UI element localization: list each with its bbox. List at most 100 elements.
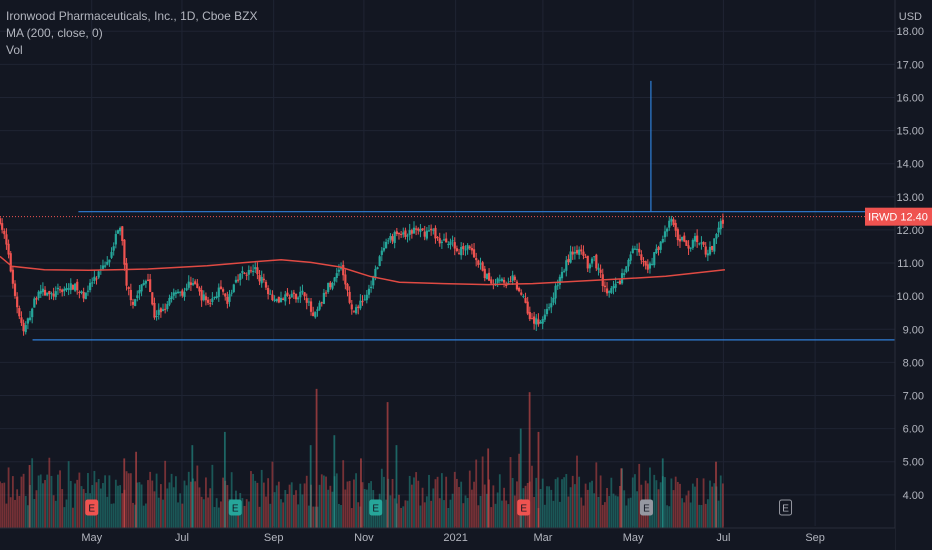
candle-body xyxy=(84,292,87,300)
volume-bar xyxy=(198,487,201,534)
volume-bar xyxy=(7,467,10,534)
candle-body xyxy=(50,293,53,295)
candle-body xyxy=(385,241,388,249)
candle-body xyxy=(530,318,534,320)
candle-body xyxy=(69,283,72,291)
volume-bar xyxy=(357,502,360,534)
candle-body xyxy=(213,296,216,298)
last-price-background xyxy=(865,207,932,226)
time-axis-background xyxy=(0,528,895,550)
price-axis[interactable]: USD 18.00 17.00 16.00 15.00 14.00 13.00 12.00 11… xyxy=(894,0,932,550)
candle-body xyxy=(342,264,345,276)
candle-body xyxy=(93,276,96,281)
volume-bar xyxy=(597,496,600,534)
volume-bar xyxy=(194,481,197,534)
legend-title[interactable]: Ironwood Pharmaceuticals, Inc., 1D, Cboe… xyxy=(6,9,258,23)
volume-bar xyxy=(166,488,169,534)
volume-bar xyxy=(202,499,205,534)
candle-body xyxy=(327,282,330,293)
volume-bar xyxy=(265,496,267,534)
candle-body xyxy=(329,282,332,288)
volume-bar xyxy=(117,485,119,534)
volume-bar xyxy=(99,488,102,534)
volume-bar xyxy=(307,505,310,534)
legend-vol[interactable]: Vol xyxy=(6,43,23,57)
volume-bar xyxy=(305,475,308,534)
volume-bar xyxy=(634,474,636,534)
candle-body xyxy=(537,319,540,325)
candle-body xyxy=(114,234,117,245)
volume-bar xyxy=(425,496,428,534)
volume-bar xyxy=(5,503,8,534)
volume-bar xyxy=(295,490,297,534)
volume-bar xyxy=(541,478,544,534)
candle-body xyxy=(442,239,446,241)
candle-body xyxy=(260,276,263,284)
volume-bar xyxy=(494,503,497,534)
candle-body xyxy=(22,322,25,332)
volume-bar xyxy=(507,504,510,534)
volume-bar xyxy=(679,483,681,534)
candle-body xyxy=(715,234,718,239)
candle-body xyxy=(312,312,315,317)
volume-bar xyxy=(348,480,351,534)
volume-spike xyxy=(333,435,336,534)
candle-body xyxy=(264,281,268,288)
candle-body xyxy=(65,287,68,291)
candle-body xyxy=(498,279,501,281)
volume-bar xyxy=(483,484,486,534)
volume-bar xyxy=(383,476,385,534)
time-axis[interactable]: May Jul Sep Nov 2021 Mar May Jul Sep xyxy=(0,527,895,550)
volume-bar xyxy=(563,477,566,534)
candle-body xyxy=(13,283,17,296)
candle-body xyxy=(539,321,542,324)
volume-bar xyxy=(404,500,407,534)
candle-body xyxy=(202,294,205,301)
candle-body xyxy=(717,227,720,233)
volume-bar xyxy=(670,478,673,534)
volume-bar xyxy=(350,508,353,534)
volume-spike xyxy=(528,392,531,534)
candle-body xyxy=(211,298,214,303)
volume-bar xyxy=(325,476,327,534)
volume-bar xyxy=(475,459,478,534)
candle-body xyxy=(179,291,182,293)
volume-spike xyxy=(715,461,717,534)
candle-body xyxy=(224,293,227,297)
candle-body xyxy=(685,240,688,246)
candle-body xyxy=(417,228,420,231)
candle-body xyxy=(196,283,199,289)
candle-body xyxy=(91,282,94,284)
x-tick-label: Jul xyxy=(716,532,730,544)
volume-bar xyxy=(402,506,405,534)
candle-body xyxy=(305,298,308,303)
volume-bar xyxy=(509,457,512,534)
volume-bar xyxy=(614,495,617,534)
volume-bar xyxy=(250,471,252,534)
volume-bar xyxy=(421,487,424,534)
candle-body xyxy=(97,271,100,278)
candle-body xyxy=(256,267,259,275)
volume-bar xyxy=(608,496,611,534)
volume-spike xyxy=(360,458,362,534)
candle-body xyxy=(552,297,555,303)
volume-spike xyxy=(123,458,126,534)
volume-bar xyxy=(428,474,430,534)
volume-bar xyxy=(44,480,46,534)
volume-bar xyxy=(430,500,433,534)
candle-body xyxy=(565,260,568,271)
y-tick-label: 11.00 xyxy=(897,258,924,270)
volume-spike xyxy=(191,445,194,534)
legend-ma[interactable]: MA (200, close, 0) xyxy=(6,26,103,40)
candle-body xyxy=(346,284,349,291)
volume-bar xyxy=(355,473,357,534)
candle-body xyxy=(419,228,422,232)
volume-bar xyxy=(134,504,137,534)
volume-bar xyxy=(232,501,235,534)
candle-body xyxy=(457,252,461,254)
candle-body xyxy=(470,247,474,251)
volume-bar xyxy=(713,483,716,534)
earnings-marker: E xyxy=(85,499,99,516)
volume-bar xyxy=(211,464,214,534)
